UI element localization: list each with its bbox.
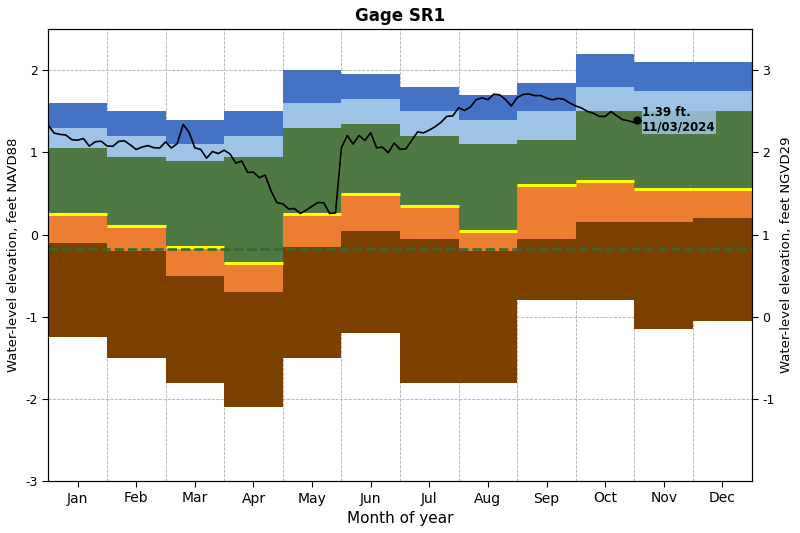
Bar — [576, 87, 634, 111]
Title: Gage SR1: Gage SR1 — [355, 7, 445, 25]
Bar — [107, 251, 166, 358]
Bar — [458, 251, 518, 383]
Bar — [576, 111, 634, 181]
Bar — [224, 157, 282, 263]
Bar — [48, 148, 107, 214]
Text: 1.39 ft.
11/03/2024: 1.39 ft. 11/03/2024 — [642, 106, 716, 134]
Bar — [693, 91, 752, 111]
Bar — [166, 119, 224, 144]
Y-axis label: Water-level elevation, feet NGVD29: Water-level elevation, feet NGVD29 — [780, 137, 793, 374]
Bar — [400, 87, 458, 111]
Bar — [518, 185, 576, 239]
Bar — [693, 218, 752, 321]
Bar — [107, 157, 166, 227]
Bar — [166, 247, 224, 276]
Bar — [576, 54, 634, 87]
Bar — [224, 263, 282, 292]
Bar — [634, 111, 693, 189]
Bar — [458, 144, 518, 231]
Bar — [693, 111, 752, 189]
Bar — [342, 75, 400, 99]
Bar — [166, 276, 224, 383]
Bar — [282, 103, 342, 128]
Bar — [634, 189, 693, 222]
Bar — [400, 111, 458, 136]
Bar — [282, 70, 342, 103]
Bar — [518, 239, 576, 301]
Bar — [224, 292, 282, 407]
Bar — [400, 136, 458, 206]
Bar — [693, 189, 752, 218]
Bar — [400, 206, 458, 239]
Bar — [342, 193, 400, 231]
Bar — [224, 111, 282, 136]
Bar — [166, 144, 224, 161]
Bar — [342, 99, 400, 124]
Bar — [576, 181, 634, 222]
Bar — [458, 231, 518, 251]
Bar — [224, 136, 282, 157]
Bar — [48, 103, 107, 128]
Bar — [48, 214, 107, 243]
Bar — [458, 119, 518, 144]
Bar — [576, 222, 634, 301]
Bar — [282, 247, 342, 358]
Bar — [166, 161, 224, 247]
Bar — [107, 227, 166, 251]
X-axis label: Month of year: Month of year — [346, 511, 454, 526]
Bar — [693, 62, 752, 91]
Bar — [400, 239, 458, 383]
Bar — [107, 111, 166, 136]
Bar — [518, 111, 576, 140]
Bar — [342, 124, 400, 193]
Bar — [634, 91, 693, 111]
Bar — [518, 140, 576, 185]
Bar — [634, 62, 693, 91]
Bar — [48, 128, 107, 148]
Bar — [518, 83, 576, 111]
Y-axis label: Water-level elevation, feet NAVD88: Water-level elevation, feet NAVD88 — [7, 138, 20, 373]
Bar — [282, 128, 342, 214]
Bar — [634, 222, 693, 329]
Bar — [282, 214, 342, 247]
Bar — [342, 231, 400, 333]
Bar — [48, 243, 107, 337]
Bar — [458, 95, 518, 119]
Bar — [107, 136, 166, 157]
